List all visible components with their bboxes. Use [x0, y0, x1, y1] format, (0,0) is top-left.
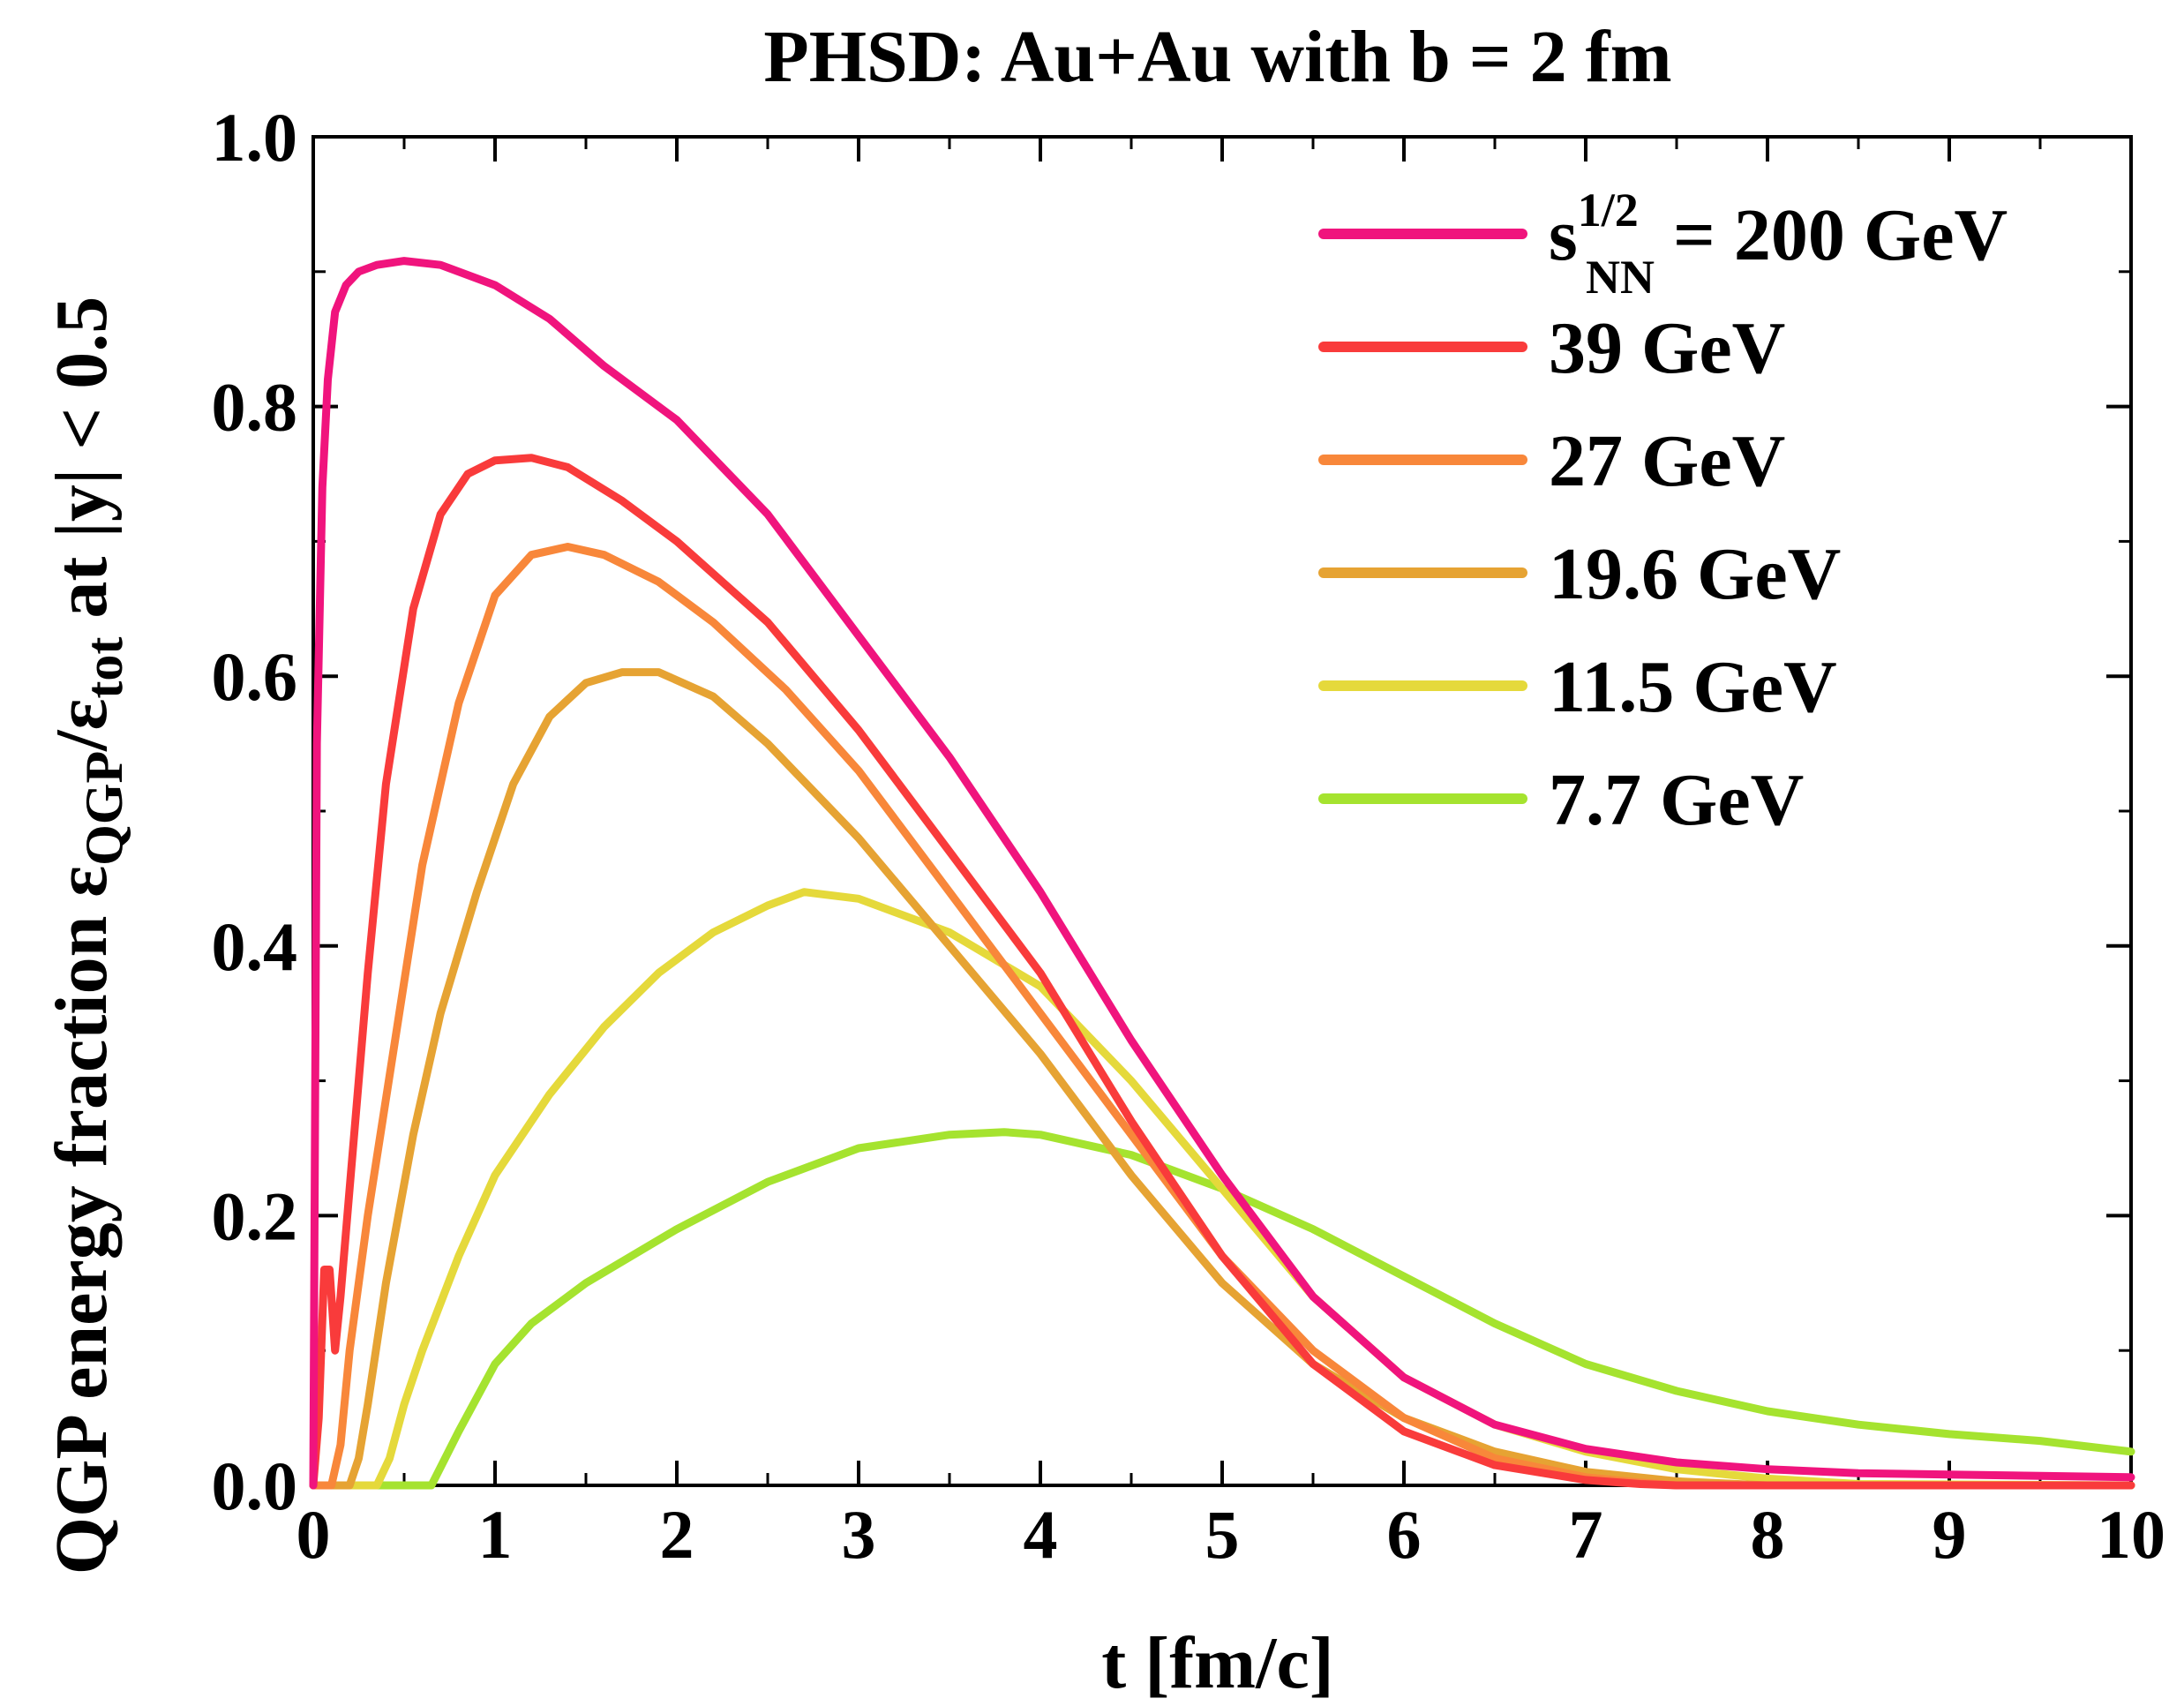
y-tick-label: 0.4 — [212, 908, 298, 985]
y-axis-label-sub-tot: tot — [75, 637, 133, 699]
y-axis-label-prefix: QGP energy fraction ε — [41, 866, 123, 1574]
series-line-19-6-gev — [309, 668, 2135, 1490]
series-layer — [309, 257, 2135, 1490]
y-axis-label-suffix: at |y| < 0.5 — [41, 297, 123, 637]
x-tick-label: 0 — [296, 1496, 331, 1573]
x-tick-label: 2 — [660, 1496, 694, 1573]
y-axis-label-mid: /ε — [41, 699, 123, 752]
x-tick-label: 6 — [1387, 1496, 1422, 1573]
x-tick-label: 9 — [1933, 1496, 1967, 1573]
legend-label-sub: NN — [1586, 251, 1655, 304]
series-line-27-gev — [309, 543, 2135, 1490]
x-tick-label: 3 — [842, 1496, 876, 1573]
legend-label-sup: 1/2 — [1578, 184, 1639, 237]
series-line-200-gev — [309, 257, 2135, 1490]
series-line-39-gev — [309, 454, 2135, 1490]
x-axis-label: t [fm/c] — [1101, 1622, 1333, 1704]
series-line-7-7-gev — [309, 1128, 2135, 1490]
y-tick-label: 0.8 — [212, 369, 298, 446]
y-axis-label-sub-qgp: QGP — [75, 751, 133, 866]
x-tick-label: 5 — [1205, 1496, 1240, 1573]
y-tick-label: 0.0 — [212, 1447, 298, 1524]
series-line-11-5-gev — [309, 888, 2135, 1490]
chart-title: PHSD: Au+Au with b = 2 fm — [763, 16, 1671, 98]
legend-label-s: s — [1549, 194, 1578, 276]
y-tick-label: 1.0 — [212, 99, 298, 176]
legend-label-rest: = 200 GeV — [1655, 194, 2008, 276]
y-tick-label: 0.6 — [212, 638, 298, 715]
legend: s1/2 NN = 200 GeV 39 GeV 27 GeV 19.6 GeV 11.5… — [1318, 184, 2008, 841]
legend-label: s1/2 NN = 200 GeV — [1549, 184, 2008, 304]
y-tick-label: 0.2 — [212, 1177, 298, 1254]
legend-label: 7.7 GeV — [1549, 759, 1804, 841]
ticks-layer: 0 1 2 3 4 5 6 7 8 9 10 0.0 0.2 0.4 0.6 0.8 1.0 — [212, 99, 2166, 1573]
x-tick-label: 10 — [2097, 1496, 2165, 1573]
legend-label: 11.5 GeV — [1549, 646, 1837, 728]
legend-label: 27 GeV — [1549, 420, 1785, 502]
legend-label: 19.6 GeV — [1549, 533, 1841, 615]
x-tick-label: 8 — [1751, 1496, 1785, 1573]
x-tick-label: 4 — [1024, 1496, 1058, 1573]
y-axis-label: QGP energy fraction εQGP/εtot at |y| < 0… — [41, 297, 133, 1574]
legend-label: 39 GeV — [1549, 307, 1785, 389]
x-tick-label: 7 — [1569, 1496, 1603, 1573]
x-tick-label: 1 — [478, 1496, 513, 1573]
